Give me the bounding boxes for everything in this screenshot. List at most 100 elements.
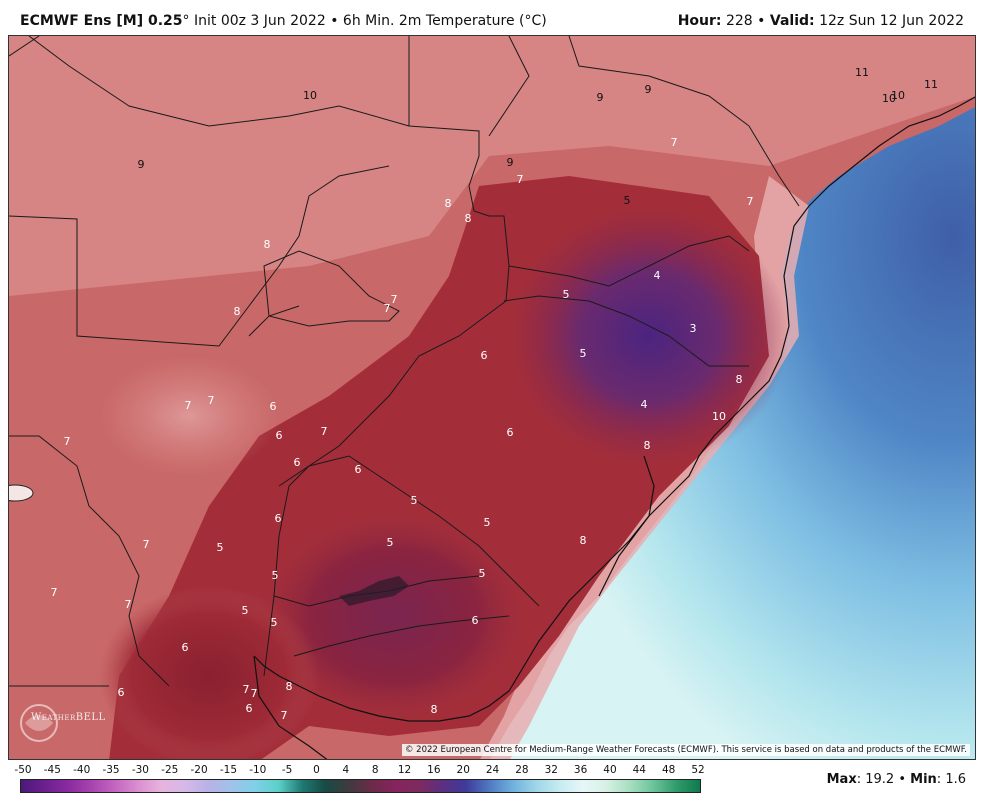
temperature-label: 7 [517,173,524,186]
init-time: Init 00z 3 Jun 2022 [193,13,326,29]
temperature-label: 4 [654,269,661,282]
temperature-label: 7 [391,293,398,306]
temperature-label: 6 [481,349,488,362]
logo-text: WeatherBELL [31,712,106,723]
legend-tick-label: -20 [190,764,208,776]
argentina-cold-zone [99,586,319,759]
legend-tick-label: -45 [43,764,61,776]
title: ECMWF Ens [M] 0.25° Init 00z 3 Jun 2022 … [20,13,547,29]
temperature-label: 9 [645,83,652,96]
bullet: • [330,13,339,29]
temperature-label: 6 [294,456,301,469]
temperature-label: 9 [507,156,514,169]
temperature-label: 5 [580,347,587,360]
temperature-label: 7 [747,195,754,208]
temperature-label: 7 [321,425,328,438]
weatherbell-logo: WeatherBELL [15,701,105,745]
min-label: Min [910,772,937,787]
legend-tick-label: -5 [281,764,293,776]
legend-tick-label: 20 [456,764,470,776]
coastline [253,96,975,759]
temperature-label: 7 [671,136,678,149]
temperature-label: 6 [182,641,189,654]
temperature-label: 11 [855,66,869,79]
legend-tick-label: 24 [485,764,500,776]
valid-value: 12z Sun 12 Jun 2022 [819,13,964,29]
legend-colorbar [20,779,701,793]
coldest-core [509,206,789,466]
temperature-label: 5 [387,536,394,549]
north-warm-zone [9,36,975,296]
borders [9,36,800,687]
temperature-label: 5 [271,616,278,629]
temperature-label: 8 [234,305,241,318]
temperature-label: 5 [272,569,279,582]
temperature-label: 7 [64,435,71,448]
valid-label: Valid: [769,13,815,29]
temperature-label: 4 [641,398,648,411]
valid-info: Hour: 228 • Valid: 12z Sun 12 Jun 2022 [678,13,964,29]
temperature-label: 3 [690,322,697,335]
hour-label: Hour: [677,13,722,29]
temperature-label: 7 [51,586,58,599]
copyright-notice: © 2022 European Centre for Medium-Range … [401,744,970,756]
temperature-label: 8 [736,373,743,386]
legend-tick-label: -15 [219,764,237,776]
temperature-label: 7 [208,394,215,407]
legend-tick-label: 28 [515,764,529,776]
temperature-label: 6 [276,429,283,442]
min-value: 1.6 [945,772,966,787]
hour-value: 228 [725,13,753,29]
max-value: 19.2 [865,772,895,787]
temperature-label: 7 [185,399,192,412]
legend-tick-label: 8 [371,764,379,776]
temperature-label: 10 [303,89,317,102]
temperature-label: 8 [465,212,472,225]
product-name: 6h Min. 2m Temperature (°C) [342,13,547,29]
temperature-label: 11 [924,78,938,91]
header: ECMWF Ens [M] 0.25° Init 00z 3 Jun 2022 … [0,0,984,36]
legend-tick-label: 44 [632,764,646,776]
temperature-label: 7 [384,302,391,315]
legend-tick-label: -50 [14,764,32,776]
legend-tick-label: 40 [603,764,617,776]
lagoon [339,576,409,606]
temperature-label: 7 [243,683,250,696]
temperature-label: 8 [286,680,293,693]
warm-patch [99,356,279,476]
temperature-label: 10 [882,92,896,105]
temperature-label: 8 [644,439,651,452]
lake [9,484,34,502]
legend-tick-label: -25 [161,764,179,776]
legend-tick-label: 16 [427,764,441,776]
temperature-label: 9 [138,158,145,171]
temperature-label: 6 [118,686,125,699]
temperature-label: 5 [411,494,418,507]
temperature-label: 6 [270,400,277,413]
temperature-label: 8 [264,238,271,251]
temperature-label: 7 [251,687,258,700]
temperature-map[interactable]: 11 10 10 11 9 9 10 9 7 7 9 7 8 8 5 8 4 3 5 5 8 7 7 8 6 10 4 7 7 6 6 7 6 8… [8,35,976,760]
legend-tick-label: 32 [544,764,558,776]
temperature-label: 9 [597,91,604,104]
color-legend: -50 -45 -40 -35 -30 -25 -20 -15 -10 -5 0 4 8 12 16 20 24… [14,764,710,796]
temperature-label: 8 [580,534,587,547]
temperature-label: 5 [217,541,224,554]
legend-tick-label: 4 [342,764,350,776]
bullet: • [757,13,766,29]
legend-tick-label: -30 [131,764,149,776]
temperature-label: 6 [355,463,362,476]
legend-tick-label: -40 [73,764,91,776]
legend-tick-label: -35 [102,764,120,776]
legend-tick-label: 36 [573,764,588,776]
legend-tick-label: -10 [249,764,267,776]
temperature-label: 6 [275,512,282,525]
degree-sign: ° [182,13,190,29]
temperature-label: 7 [143,538,150,551]
bullet: • [898,772,906,787]
temperature-label: 5 [484,516,491,529]
temperature-label: 5 [242,604,249,617]
temperature-label: 5 [563,288,570,301]
max-label: Max [826,772,857,787]
